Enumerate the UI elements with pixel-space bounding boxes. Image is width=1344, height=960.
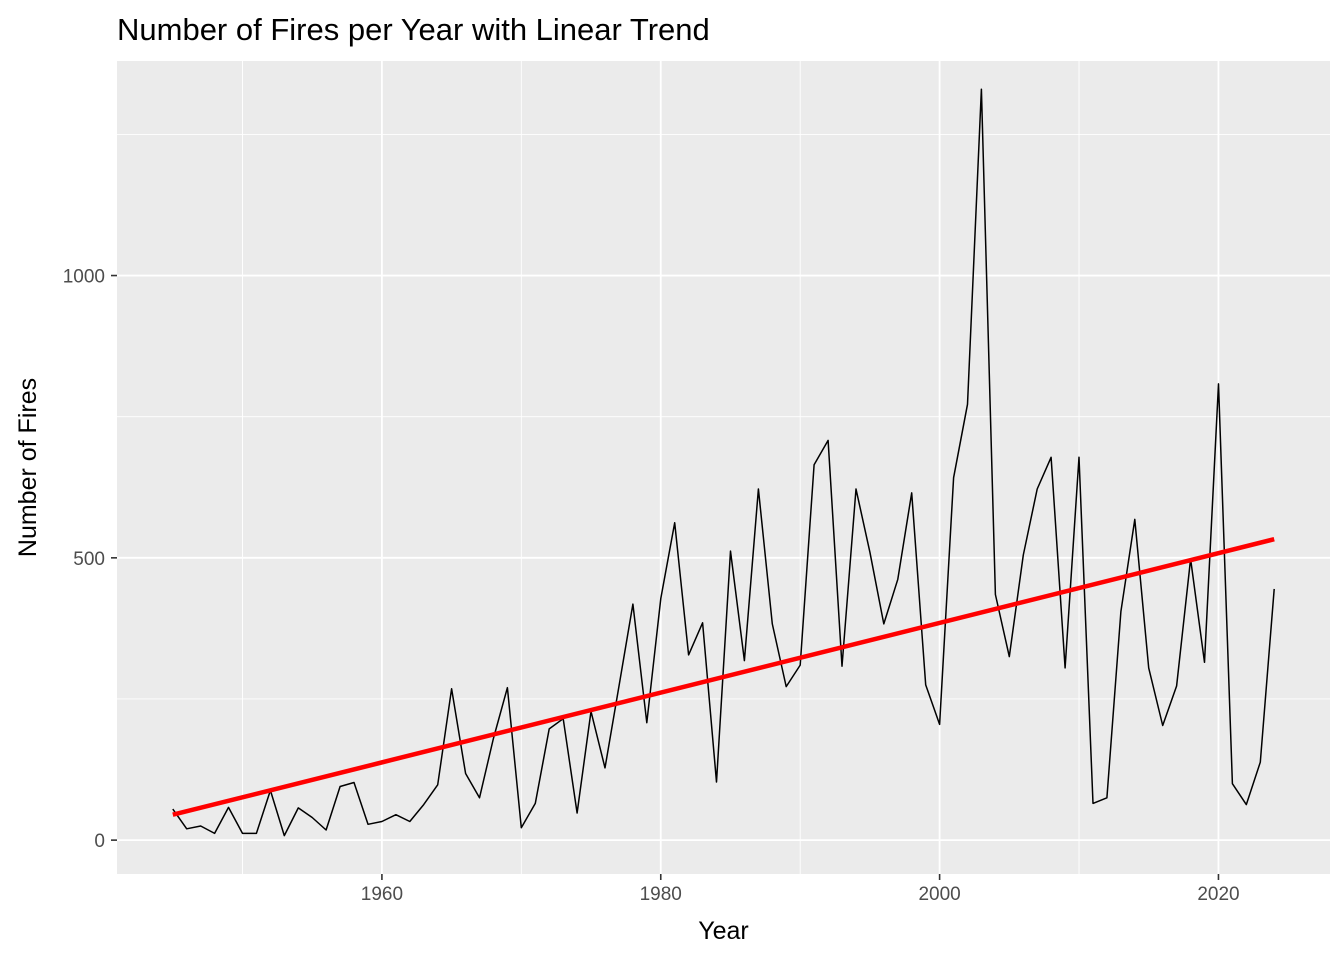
x-axis-title: Year [698,917,749,945]
y-tick-label: 1000 [63,267,105,288]
x-tick-label: 1980 [640,884,682,905]
x-tick-label: 2000 [918,884,960,905]
major-gridlines [117,61,1330,874]
y-tick-label: 500 [73,549,105,570]
fires-series-line [172,88,1275,837]
axis-ticks [111,274,1220,880]
linear-trend-line [172,537,1275,817]
x-tick-label: 2020 [1197,884,1239,905]
x-tick-label: 1960 [361,884,403,905]
plot-panel [117,61,1330,874]
series-layer [172,88,1275,837]
y-tick-label: 0 [94,831,105,852]
tick-labels: 1960 1980 2000 2020 0 500 1000 [63,267,1240,905]
minor-gridlines [117,61,1330,874]
chart-title: Number of Fires per Year with Linear Tre… [117,12,710,47]
y-axis-title: Number of Fires [14,378,42,557]
